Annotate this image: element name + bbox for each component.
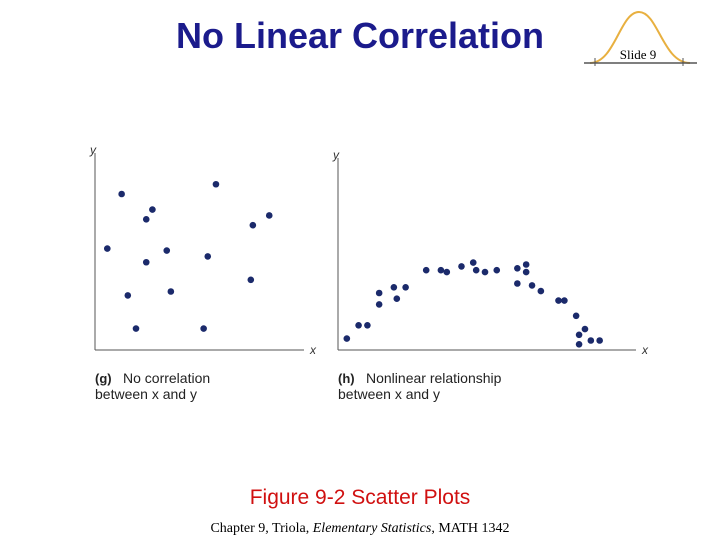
y-axis-label: y	[332, 148, 340, 162]
point	[561, 297, 568, 304]
point	[522, 268, 530, 276]
point	[167, 288, 175, 295]
bell-icon	[584, 10, 697, 66]
point	[472, 266, 480, 274]
point	[390, 284, 398, 291]
footer: Chapter 9, Triola, Elementary Statistics…	[210, 521, 509, 536]
figure-caption: Figure 9-2 Scatter Plots	[250, 486, 471, 509]
point	[575, 331, 583, 339]
point	[132, 325, 140, 332]
point	[402, 284, 409, 291]
point	[537, 287, 545, 295]
x-axis-label: x	[309, 343, 317, 357]
point	[596, 337, 603, 344]
point	[422, 266, 430, 274]
footer-text: Chapter 9, Triola,	[210, 521, 312, 536]
point	[581, 325, 589, 333]
caption-label: (g)	[95, 371, 112, 386]
point	[343, 335, 351, 342]
point	[142, 258, 150, 266]
point	[522, 261, 530, 268]
point	[124, 292, 132, 299]
point	[265, 212, 273, 219]
point	[104, 245, 111, 252]
point	[375, 289, 383, 297]
point	[204, 253, 212, 260]
point	[142, 216, 150, 223]
point	[247, 276, 255, 284]
point	[437, 266, 445, 274]
point	[469, 259, 477, 266]
point	[555, 297, 562, 304]
point	[149, 206, 156, 213]
point	[355, 322, 362, 329]
point	[572, 312, 580, 320]
slide-number: Slide 9	[620, 47, 656, 62]
caption-line: between x and y	[95, 386, 197, 402]
point	[481, 268, 489, 276]
point	[528, 282, 536, 289]
point	[493, 266, 501, 274]
point	[118, 190, 125, 198]
point	[364, 322, 371, 329]
point	[514, 280, 521, 287]
footer-text: , MATH 1342	[431, 521, 509, 536]
point	[393, 295, 401, 303]
slide-title: No Linear Correlation	[176, 15, 544, 56]
caption-line: No correlation	[123, 370, 210, 386]
footer-text: Elementary Statistics	[312, 521, 432, 536]
caption-line: between x and y	[338, 386, 440, 402]
y-axis-label: y	[89, 143, 97, 157]
point	[200, 325, 207, 332]
point	[443, 268, 451, 276]
point	[212, 180, 220, 188]
point	[458, 263, 465, 270]
caption-label: (h)	[338, 371, 355, 386]
point	[514, 265, 521, 272]
point	[375, 301, 383, 308]
point	[249, 221, 257, 229]
x-axis-label: x	[641, 343, 649, 357]
point	[575, 341, 583, 348]
point	[587, 337, 595, 344]
caption-line: Nonlinear relationship	[366, 370, 502, 386]
point	[163, 247, 171, 254]
